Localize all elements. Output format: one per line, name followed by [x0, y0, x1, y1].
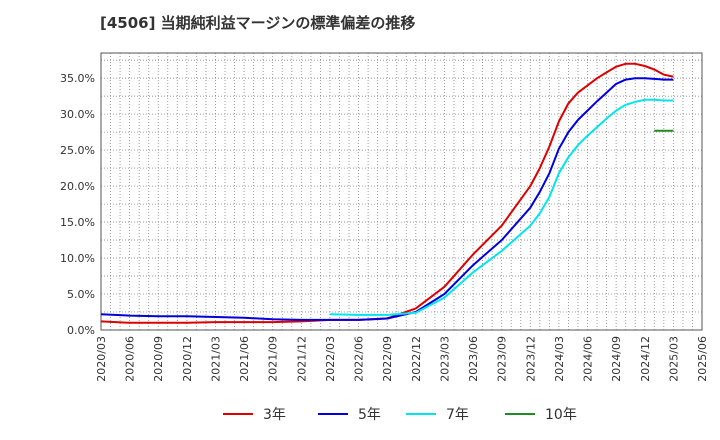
x-tick-label: 2021/06 [238, 336, 251, 382]
plot-border [100, 52, 703, 331]
y-tick-label: 10.0% [60, 252, 95, 265]
y-tick-label: 25.0% [60, 144, 95, 157]
x-tick-label: 2020/06 [124, 336, 137, 382]
legend-label-3: 7年 [446, 407, 469, 423]
y-tick-label: 30.0% [60, 108, 95, 121]
x-tick-label: 2023/09 [496, 336, 509, 382]
x-tick-label: 2024/03 [553, 336, 566, 382]
x-tick-label: 2024/12 [639, 336, 652, 382]
x-tick-label: 2020/03 [95, 336, 108, 382]
series-line-1 [100, 62, 674, 324]
y-tick-label: 15.0% [60, 216, 95, 229]
chart-title: [4506] 当期純利益マージンの標準偏差の推移 [100, 14, 416, 32]
y-tick-label: 5.0% [67, 288, 95, 301]
x-tick-label: 2023/03 [438, 336, 451, 382]
x-tick-label: 2022/03 [324, 336, 337, 382]
x-tick-label: 2020/09 [152, 336, 165, 382]
x-tick-label: 2021/03 [209, 336, 222, 382]
series-line-3 [329, 98, 674, 316]
x-tick-label: 2020/12 [181, 336, 194, 382]
y-tick-label: 20.0% [60, 180, 95, 193]
legend-label-4: 10年 [545, 407, 577, 423]
y-tick-label: 0.0% [67, 324, 95, 337]
x-tick-label: 2022/12 [410, 336, 423, 382]
legend-label-2: 5年 [358, 407, 381, 423]
x-tick-label: 2025/03 [667, 336, 680, 382]
legend-label-1: 3年 [263, 407, 286, 423]
plot-area [101, 53, 702, 330]
x-tick-label: 2023/12 [524, 336, 537, 382]
x-tick-label: 2021/09 [267, 336, 280, 382]
x-tick-label: 2023/06 [467, 336, 480, 382]
x-tick-label: 2024/09 [610, 336, 623, 382]
x-tick-label: 2022/09 [381, 336, 394, 382]
x-tick-label: 2025/06 [696, 336, 709, 382]
y-tick-label: 35.0% [60, 72, 95, 85]
series-line-2 [100, 77, 674, 321]
x-tick-label: 2022/06 [353, 336, 366, 382]
x-tick-label: 2024/06 [582, 336, 595, 382]
x-tick-label: 2021/12 [295, 336, 308, 382]
